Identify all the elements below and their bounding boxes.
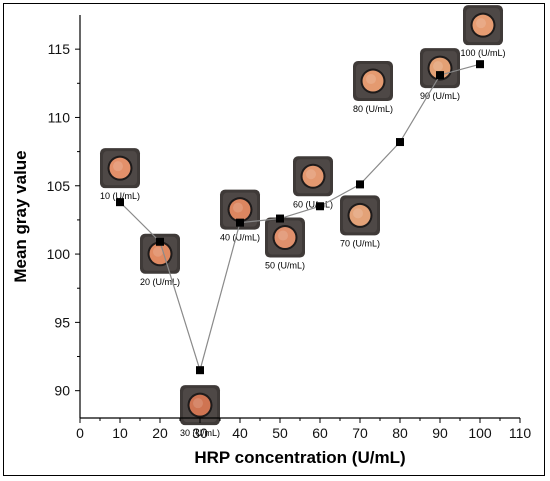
x-tick-label: 100 [468,425,492,441]
concentration-label: 10 (U/mL) [100,191,140,201]
sample-image [220,189,260,230]
data-point [156,237,164,246]
sample-spot-highlight [306,169,316,180]
concentration-label: 50 (U/mL) [265,261,305,271]
sample-spot [362,70,384,92]
y-tick-label: 95 [54,314,70,330]
sample-image [353,61,393,102]
data-point [396,138,404,147]
sample-spot [229,199,251,221]
y-tick-label: 115 [48,41,71,57]
x-tick-label: 30 [192,425,208,441]
sample-spot-highlight [193,398,203,409]
sample-image [180,385,220,426]
data-point [116,198,124,207]
sample-spot-highlight [113,161,123,172]
concentration-label: 100 (U/mL) [460,48,505,58]
concentration-label: 40 (U/mL) [220,233,260,243]
x-tick-label: 80 [392,425,408,441]
y-tick-label: 90 [54,383,70,399]
y-tick-label: 105 [47,178,71,194]
sample-spot [274,227,296,249]
y-tick-label: 110 [48,109,71,125]
data-point [436,71,444,80]
x-tick-label: 20 [152,425,168,441]
data-point [356,180,364,189]
series-line [119,63,481,373]
sample-image [463,5,503,46]
sample-spot-highlight [153,246,163,257]
sample-spot-highlight [233,202,243,213]
concentration-label: 90 (U/mL) [420,91,460,101]
x-tick-label: 10 [112,425,128,441]
x-tick-label: 40 [232,425,248,441]
concentration-label: 20 (U/mL) [140,277,180,287]
x-tick-label: 90 [432,425,448,441]
sample-spot-highlight [476,18,486,29]
data-point [276,214,284,223]
data-point [236,218,244,227]
x-tick-label: 110 [509,425,532,441]
concentration-label: 80 (U/mL) [353,104,393,114]
x-tick-label: 60 [312,425,328,441]
sample-spot-highlight [353,208,363,219]
sample-image [265,217,305,258]
sample-images: 10 (U/mL) 20 (U/mL) 30 (U/mL) 40 (U/mL) 50 (… [100,5,506,438]
sample-spot [189,394,211,416]
sample-spot-highlight [278,230,288,241]
sample-image [420,48,460,89]
sample-spot [349,204,371,226]
sample-image [340,195,380,236]
y-tick-label: 100 [47,246,71,262]
y-axis-title: Mean gray value [11,150,30,282]
concentration-label: 30 (U/mL) [180,428,220,438]
sample-spot-highlight [433,61,443,72]
figure-frame [3,3,545,476]
sample-spot [109,157,131,179]
data-point [316,202,324,211]
sample-image [293,156,333,197]
concentration-label: 60 (U/mL) [293,199,333,209]
sample-image [100,148,140,189]
data-point [196,366,204,375]
sample-spot [472,14,494,36]
concentration-label: 70 (U/mL) [340,238,380,248]
sample-spot-highlight [366,74,376,85]
sample-spot [302,165,324,187]
x-tick-label: 50 [272,425,288,441]
sample-image [140,233,180,274]
x-tick-label: 70 [352,425,368,441]
data-point [476,60,484,69]
x-tick-label: 0 [76,425,84,441]
x-axis-title: HRP concentration (U/mL) [194,448,405,467]
